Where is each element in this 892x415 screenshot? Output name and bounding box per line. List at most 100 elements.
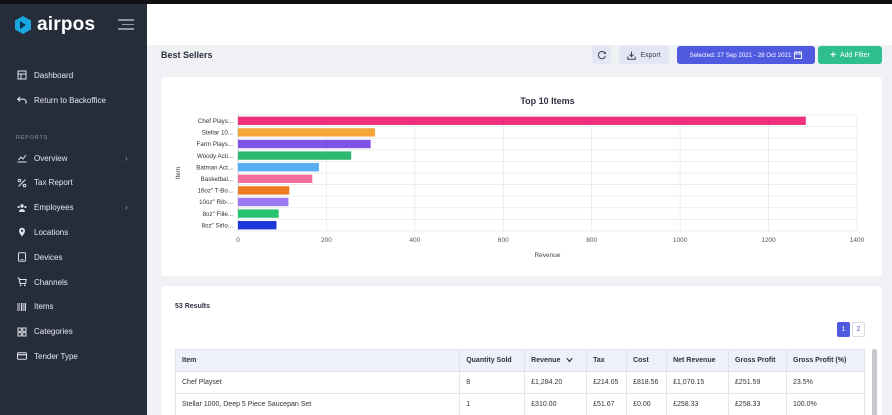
table-cell: 8 (459, 371, 526, 394)
x-tick-label: 1200 (761, 237, 776, 244)
table-cell: £251.59 (728, 371, 787, 394)
pin-icon (19, 228, 25, 237)
results-count: 53 Results (175, 303, 211, 310)
bar-10 (238, 221, 277, 230)
sidebar-item-locations[interactable]: Locations (0, 221, 147, 243)
col-item[interactable]: Item (174, 349, 461, 372)
x-tick-label: 1000 (673, 237, 688, 244)
add-filter-button[interactable]: + Add Filter (818, 46, 882, 64)
card-icon (17, 352, 27, 361)
refresh-icon (597, 50, 606, 60)
category-label: Stellar 10... (202, 130, 234, 137)
sidebar-item-overview[interactable]: Overview › (0, 147, 147, 169)
export-label: Export (640, 51, 661, 59)
sidebar-item-label: Categories (34, 327, 73, 337)
table-cell: £214.05 (586, 371, 628, 394)
table-row[interactable]: Stellar 1000, Deep 5 Piece Saucepan Set 1… (174, 393, 865, 415)
col-revenue[interactable]: Revenue (524, 349, 588, 372)
x-tick-label: 400 (409, 237, 420, 244)
sidebar-item-return-to-backoffice[interactable]: Return to Backoffice (0, 89, 147, 111)
category-label: 16oz" T-Bo... (198, 188, 234, 195)
table-cell: £818.56 (626, 371, 668, 394)
top-header (147, 4, 892, 45)
x-tick-label: 600 (498, 237, 509, 244)
top-edge-bar (0, 0, 892, 4)
chart-icon (17, 154, 27, 163)
bar-8 (238, 197, 289, 207)
table-cell: £258.33 (666, 393, 730, 415)
sidebar-item-label: Return to Backoffice (34, 95, 106, 105)
x-tick-label: 0 (236, 237, 240, 244)
sidebar-item-label: Channels (34, 277, 68, 287)
page-2-button[interactable]: 2 (852, 322, 865, 337)
x-tick-label: 800 (586, 237, 597, 244)
col-gross-profit-pct[interactable]: Gross Profit (%) (786, 349, 865, 372)
col-cost[interactable]: Cost (626, 349, 668, 372)
sidebar-item-devices[interactable]: Devices (0, 246, 147, 268)
bar-3 (238, 139, 371, 149)
category-label: Farm Plays... (197, 141, 234, 148)
col-net-revenue[interactable]: Net Revenue (666, 349, 730, 372)
table-cell: £51.67 (586, 393, 628, 415)
page-1-button[interactable]: 1 (837, 322, 850, 337)
top-items-chart: Top 10 Items 0 200 400 600 800 1000 1200 1400 Che… (175, 96, 865, 259)
sidebar-item-items[interactable]: Items (0, 296, 147, 318)
category-label: Basketbal... (201, 176, 234, 183)
barcode-icon (17, 302, 26, 311)
table-header-row: Item Quantity Sold Revenue Tax Cost Net … (174, 349, 865, 372)
sidebar-item-tender-type[interactable]: Tender Type (0, 345, 147, 367)
table-cell: £1,284.20 (524, 371, 588, 394)
bar-6 (238, 174, 313, 183)
logo[interactable]: airpos (14, 14, 95, 36)
bar-5 (238, 163, 319, 172)
sidebar-item-tax-report[interactable]: Tax Report (0, 172, 147, 194)
sidebar-item-channels[interactable]: Channels (0, 271, 147, 293)
table-scrollbar[interactable] (872, 349, 877, 415)
x-axis-label: Revenue (534, 252, 560, 259)
category-label: Batman Act... (196, 164, 233, 171)
table-cell: £0.00 (626, 393, 668, 415)
x-tick-label: 1400 (850, 237, 865, 244)
date-range-label: Selected: 27 Sep 2021 - 28 Oct 2021 (689, 51, 792, 59)
sidebar-item-label: Dashboard (34, 70, 74, 80)
table-cell: 23.5% (786, 371, 865, 394)
section-label-reports: REPORTS (16, 135, 49, 141)
sidebar-item-dashboard[interactable]: Dashboard (0, 64, 147, 86)
add-filter-label: Add Filter (839, 51, 870, 59)
table-row[interactable]: Chef Playset 8 £1,284.20 £214.05 £818.56 £1,0… (174, 371, 865, 394)
download-icon (627, 51, 637, 60)
export-button[interactable]: Export (619, 46, 669, 64)
col-quantity-sold[interactable]: Quantity Sold (459, 349, 526, 372)
sidebar: airpos Dashboard Return to Backoffice REP… (0, 4, 147, 415)
category-label: 8oz" Sirlo... (202, 222, 234, 229)
dashboard-icon (17, 70, 27, 80)
category-label: 8oz" Fille... (203, 211, 234, 218)
col-gross-profit[interactable]: Gross Profit (728, 349, 787, 372)
cart-icon (17, 277, 27, 287)
sidebar-item-label: Locations (34, 227, 69, 237)
calendar-icon (794, 51, 803, 59)
category-label: Woody Acti... (197, 153, 233, 160)
logo-text: airpos (37, 14, 96, 35)
page-title: Best Sellers (161, 50, 213, 60)
refresh-button[interactable] (592, 46, 611, 64)
bar-4 (238, 151, 352, 160)
table-cell: 100.0% (786, 393, 865, 415)
table-cell: 1 (459, 393, 526, 415)
chevron-right-icon: › (125, 203, 128, 213)
sidebar-item-employees[interactable]: Employees › (0, 197, 147, 219)
sidebar-item-label: Tender Type (34, 351, 78, 361)
plus-icon: + (830, 49, 836, 61)
tag-icon (17, 327, 27, 337)
category-label: Chef Plays... (198, 118, 233, 125)
return-icon (17, 96, 27, 104)
sidebar-item-categories[interactable]: Categories (0, 321, 147, 343)
menu-toggle-icon[interactable] (118, 19, 134, 31)
sidebar-item-label: Tax Report (34, 178, 73, 188)
sort-desc-icon (566, 357, 573, 363)
table-cell: Stellar 1000, Deep 5 Piece Saucepan Set (174, 393, 461, 415)
y-axis-label: Item (175, 167, 182, 180)
category-label: 10oz" Rib-... (199, 199, 233, 206)
date-range-button[interactable]: Selected: 27 Sep 2021 - 28 Oct 2021 (677, 46, 815, 64)
col-tax[interactable]: Tax (586, 349, 628, 372)
